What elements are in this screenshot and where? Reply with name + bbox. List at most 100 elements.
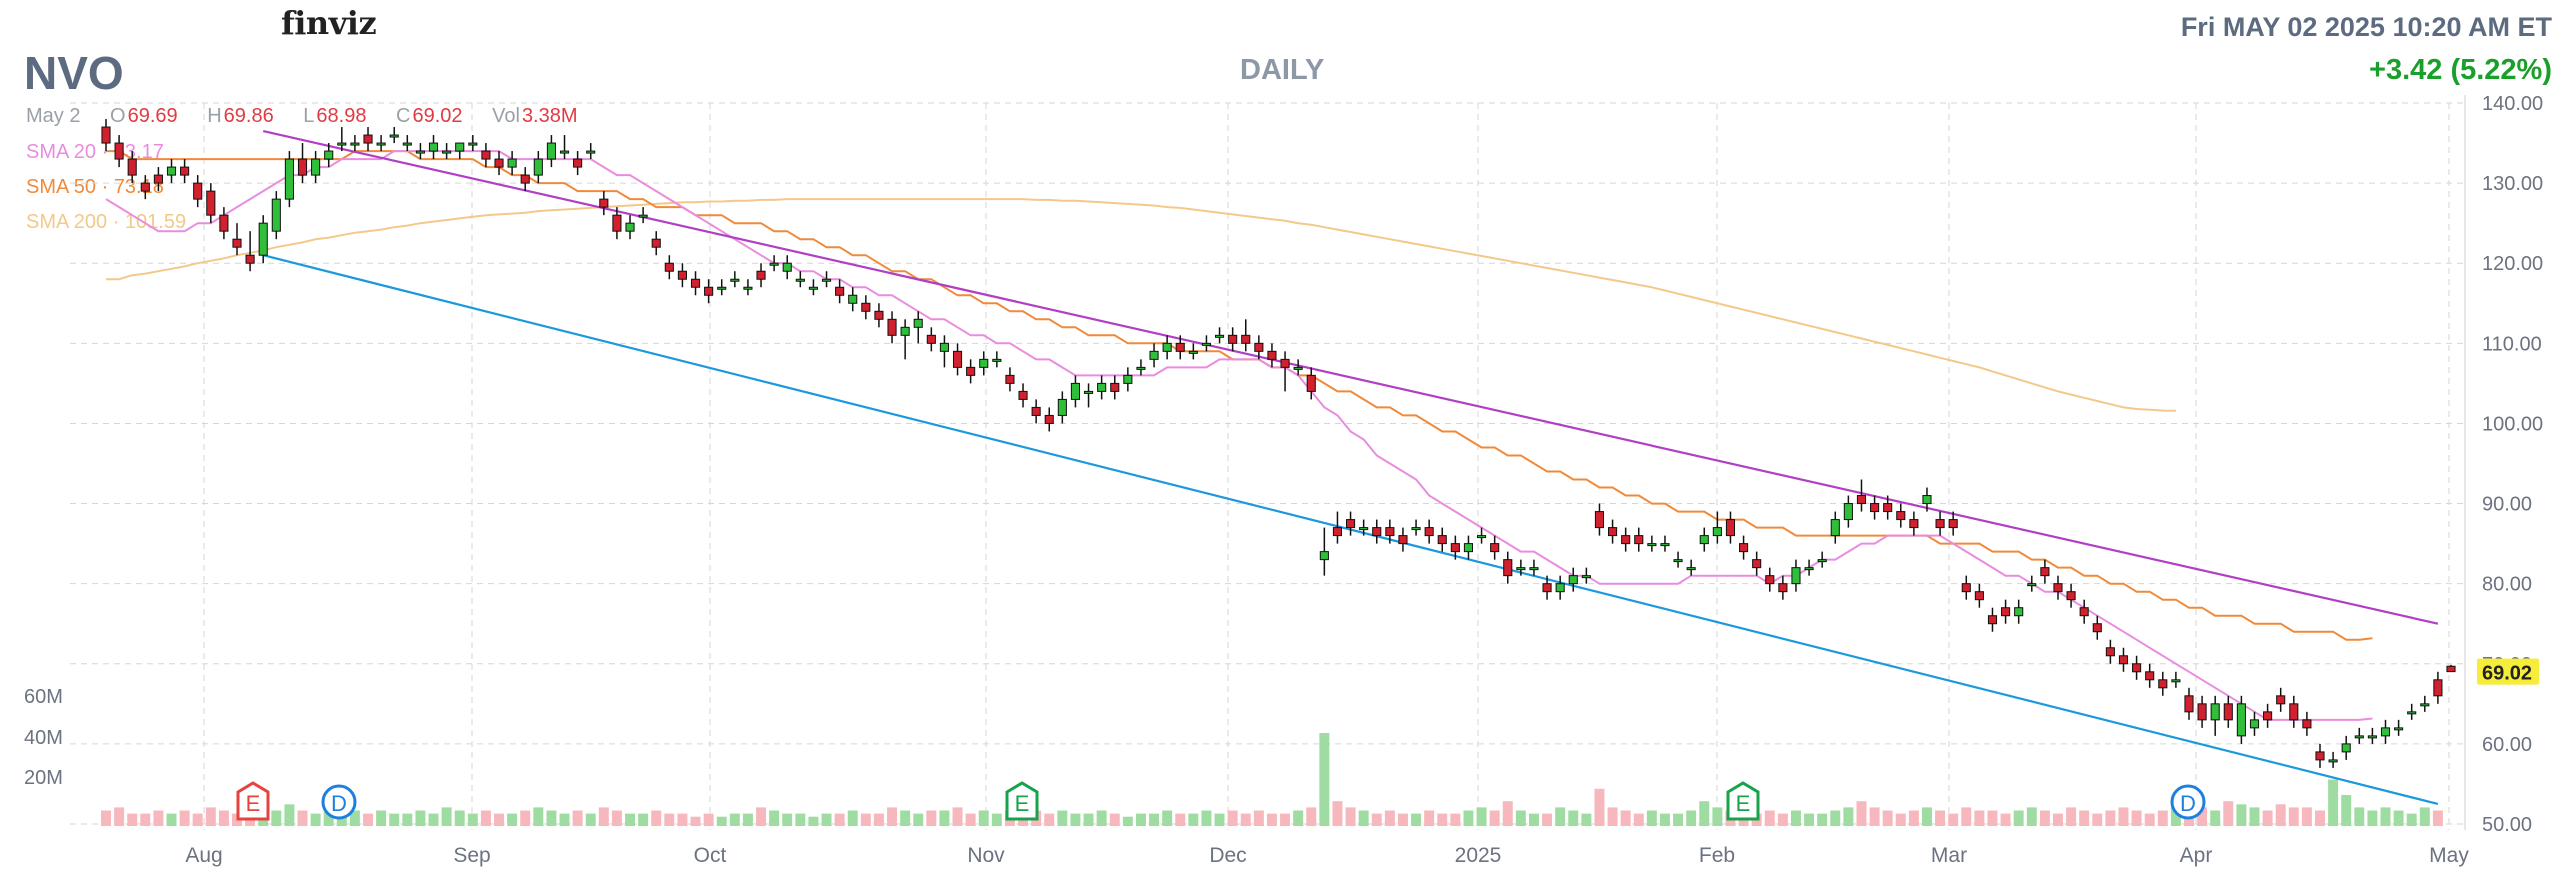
event-letter: D (2180, 791, 2196, 816)
timeframe-label[interactable]: DAILY (1240, 54, 1325, 86)
dividend-marker[interactable]: D (2170, 784, 2206, 820)
volume-bar (1515, 810, 1526, 826)
candle (2223, 695, 2233, 728)
candle (415, 143, 425, 160)
candle-body (966, 366, 976, 376)
candle-body (913, 318, 923, 328)
candle (153, 167, 163, 192)
candle (1621, 527, 1631, 552)
candle (1319, 527, 1329, 576)
volume-bar (1542, 813, 1553, 826)
candle-body (612, 214, 622, 232)
volume-bar (2197, 807, 2208, 826)
candle-body (2105, 647, 2115, 657)
volume-bar (769, 810, 780, 826)
earnings-marker[interactable]: E (1005, 781, 1039, 821)
earnings-marker[interactable]: E (1726, 781, 1760, 821)
sma200-legend[interactable]: SMA 200 · 101.59 (26, 211, 187, 233)
volume-tick-label: 40M (24, 727, 63, 749)
volume-bar (2249, 807, 2260, 826)
volume-bar (690, 816, 701, 826)
price-tick-label: 110.00 (2482, 333, 2542, 355)
volume-bar (1633, 813, 1644, 826)
candle (2433, 671, 2443, 704)
candle-body (1752, 559, 1762, 569)
candle (114, 135, 124, 168)
candle-body (1214, 334, 1225, 338)
candle-body (232, 238, 242, 248)
volume-bar (1109, 813, 1120, 826)
time-tick-label: Nov (967, 844, 1005, 867)
volume-bar (1764, 810, 1775, 826)
volume-bar (415, 810, 426, 826)
volume-bar (2144, 813, 2155, 826)
candle-body (1424, 527, 1434, 537)
candle-body (520, 174, 530, 184)
candle (2105, 639, 2115, 664)
candle (1332, 511, 1343, 544)
candle (821, 271, 832, 288)
volume-bar (808, 816, 819, 826)
candle (2079, 599, 2089, 624)
candle (2276, 687, 2286, 712)
volume-bar (677, 813, 688, 826)
candle (1070, 375, 1081, 408)
price-tick-label: 100.00 (2482, 413, 2543, 435)
candle (2263, 703, 2273, 728)
candle (1922, 487, 1932, 512)
candle-body (1948, 519, 1958, 529)
candle (2341, 735, 2351, 760)
candle (559, 135, 570, 160)
candle-body (1332, 527, 1343, 537)
volume-bar (991, 813, 1002, 826)
volume-bar (598, 807, 609, 826)
volume-bar (1528, 813, 1539, 826)
candle-body (704, 286, 714, 296)
candle-body (1044, 414, 1054, 424)
candle-body (651, 238, 661, 248)
sma50-legend[interactable]: SMA 50 · 73.18 (26, 176, 164, 198)
candle (1228, 327, 1238, 352)
volume-bar (2288, 807, 2299, 826)
candle (2145, 663, 2155, 688)
volume-bar (179, 810, 190, 826)
candle-body (926, 334, 936, 344)
finviz-logo[interactable]: finviz (281, 4, 377, 42)
candle-body (2354, 735, 2364, 739)
high-value: 69.86 (223, 105, 274, 127)
time-tick-label: Oct (694, 844, 727, 867)
earnings-badge (236, 781, 270, 821)
volume-bar (480, 810, 491, 826)
candle (1830, 511, 1840, 544)
candle (324, 143, 334, 168)
candle (1293, 359, 1303, 376)
candle (193, 175, 203, 208)
candle (651, 231, 661, 256)
volume-bar (756, 807, 767, 826)
volume-bar (1384, 810, 1395, 826)
candle-body (1581, 575, 1591, 579)
candle (376, 135, 386, 152)
candle (1123, 367, 1133, 392)
dividend-marker[interactable]: D (321, 784, 357, 820)
volume-bar (978, 810, 989, 826)
candle (2407, 703, 2417, 720)
candle (586, 143, 596, 160)
candle-body (1896, 511, 1906, 521)
candle (638, 207, 648, 224)
candle (743, 279, 753, 296)
candle-body (690, 278, 701, 288)
volume-bar (1935, 810, 1946, 826)
candle (1594, 503, 1605, 536)
candle-body (1843, 503, 1853, 521)
volume-bar (965, 813, 976, 826)
candle (1542, 575, 1552, 600)
sma50-line (106, 150, 2373, 641)
candle-body (1123, 374, 1133, 384)
volume-bar (1594, 788, 1605, 826)
earnings-marker[interactable]: E (236, 781, 270, 821)
volume-bar (611, 810, 622, 826)
volume-bar (887, 807, 898, 826)
candle (664, 255, 674, 280)
